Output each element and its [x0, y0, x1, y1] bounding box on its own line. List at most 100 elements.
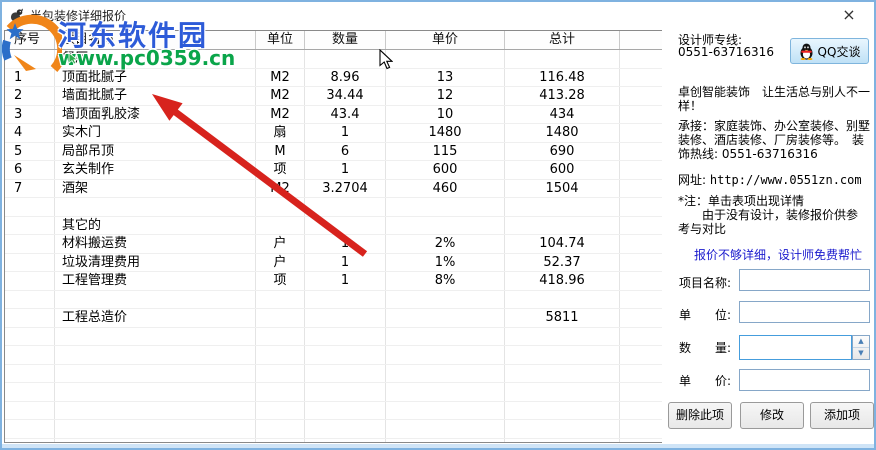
cell-total: 413.28 [505, 87, 620, 105]
cell-qty [305, 309, 386, 327]
table-row[interactable]: 5 局部吊顶 M 6 115 690 [5, 142, 665, 161]
stepper-down-icon[interactable]: ▼ [853, 347, 869, 359]
table-row[interactable]: 材料搬运费户 1 2% 104.74 [5, 235, 665, 254]
cell-qty [305, 216, 386, 234]
cell-unit [256, 438, 305, 442]
cell-unit: M2 [256, 68, 305, 86]
cell-unit [256, 383, 305, 401]
cell-no: 4 [5, 124, 55, 142]
item-name-input[interactable] [739, 269, 870, 291]
qq-chat-button[interactable]: QQ交谈 [790, 38, 869, 64]
header-unit[interactable]: 单位 [256, 31, 305, 49]
cell-no [5, 309, 55, 327]
cell-qty: 43.4 [305, 105, 386, 123]
cell-name: 顶面批腻子 [55, 68, 256, 86]
price-input[interactable] [739, 369, 870, 391]
table-row[interactable]: 其它的 [5, 216, 665, 235]
table-row[interactable]: 1 顶面批腻子 M2 8.96 13 116.48 [5, 68, 665, 87]
table-row[interactable]: 6 玄关制作项 1 600 600 [5, 161, 665, 180]
table-row[interactable] [5, 401, 665, 420]
table-row[interactable]: 7 酒架 M2 3.2704 460 1504 [5, 179, 665, 198]
cell-name [55, 290, 256, 308]
header-price[interactable]: 单价 [386, 31, 505, 49]
table-row[interactable] [5, 438, 665, 443]
cell-price [386, 383, 505, 401]
cell-qty: 8.96 [305, 68, 386, 86]
cell-name: 工程管理费 [55, 272, 256, 290]
cell-no [5, 438, 55, 442]
table-row[interactable] [5, 383, 665, 402]
cell-total: 418.96 [505, 272, 620, 290]
table-row[interactable] [5, 346, 665, 365]
header-no[interactable]: 序号 [5, 31, 55, 49]
table-row[interactable] [5, 198, 665, 217]
cell-total [505, 364, 620, 382]
cell-extra [620, 402, 665, 420]
cell-extra [620, 439, 665, 443]
close-icon[interactable]: × [842, 5, 856, 24]
table-row[interactable] [5, 290, 665, 309]
cell-unit [256, 346, 305, 364]
header-name[interactable]: 项目名称 [55, 31, 256, 49]
cell-unit [256, 364, 305, 382]
table-row[interactable] [5, 327, 665, 346]
cell-qty [305, 346, 386, 364]
cell-unit: M [256, 142, 305, 160]
table-row[interactable]: 3 墙顶面乳胶漆 M2 43.4 10 434 [5, 105, 665, 124]
cell-name: 局部吊顶 [55, 142, 256, 160]
cell-extra [620, 272, 665, 290]
cell-qty [305, 438, 386, 442]
add-item-button[interactable]: 添加项 [810, 402, 874, 429]
cell-price [386, 327, 505, 345]
header-total[interactable]: 总计 [505, 31, 620, 49]
qty-input[interactable] [739, 335, 852, 360]
cell-unit [256, 50, 305, 68]
cell-total [505, 383, 620, 401]
cell-name [55, 401, 256, 419]
cell-price: 1480 [386, 124, 505, 142]
cell-total [505, 420, 620, 438]
cell-extra [620, 235, 665, 253]
cell-qty: 1 [305, 161, 386, 179]
cell-qty: 1 [305, 253, 386, 271]
cell-qty: 1 [305, 235, 386, 253]
table-row[interactable]: 2 墙面批腻子 M2 34.44 12 413.28 [5, 87, 665, 106]
cell-name [55, 198, 256, 216]
stepper-up-icon[interactable]: ▲ [858, 337, 864, 345]
unit-input[interactable] [739, 301, 870, 323]
table-header-row: 序号 项目名称 单位 数量 单价 总计 [5, 31, 665, 50]
cell-price: 2% [386, 235, 505, 253]
table-row[interactable]: 工程管理费项 1 8% 418.96 [5, 272, 665, 291]
cell-extra [620, 346, 665, 364]
header-qty[interactable]: 数量 [305, 31, 386, 49]
cell-no: 2 [5, 87, 55, 105]
cell-name: 玄关制作 [55, 161, 256, 179]
cell-unit [256, 290, 305, 308]
cell-unit: M2 [256, 179, 305, 197]
cell-no [5, 346, 55, 364]
cell-price [386, 438, 505, 442]
cell-price: 115 [386, 142, 505, 160]
cell-total [505, 401, 620, 419]
table-row[interactable] [5, 420, 665, 439]
table-row[interactable]: 工程总造价 5811 [5, 309, 665, 328]
cell-extra [620, 420, 665, 438]
qq-penguin-icon [800, 43, 813, 60]
website-line: 网址: http://www.0551zn.com [678, 171, 862, 188]
cell-extra [620, 254, 665, 272]
cell-name [55, 420, 256, 438]
services-text: 承接：家庭装饰、办公室装修、别墅 装修、酒店装修、厂房装修等。 装 饰热线: 0… [678, 119, 871, 161]
cell-qty [305, 50, 386, 68]
table-row[interactable]: 垃圾清理费用户 1 1% 52.37 [5, 253, 665, 272]
table-row[interactable] [5, 364, 665, 383]
help-link[interactable]: 报价不够详细，设计师免费帮忙 [694, 248, 863, 262]
modify-button[interactable]: 修改 [740, 402, 804, 429]
cell-price: 12 [386, 87, 505, 105]
delete-item-button[interactable]: 删除此项 [668, 402, 732, 429]
table-row[interactable]: 4 实木门扇 1 1480 1480 [5, 124, 665, 143]
window-bottom-edge [2, 444, 874, 448]
cell-total [505, 198, 620, 216]
cell-price: 1% [386, 253, 505, 271]
table-row[interactable]: 餐厅 [5, 50, 665, 69]
cell-no [5, 327, 55, 345]
